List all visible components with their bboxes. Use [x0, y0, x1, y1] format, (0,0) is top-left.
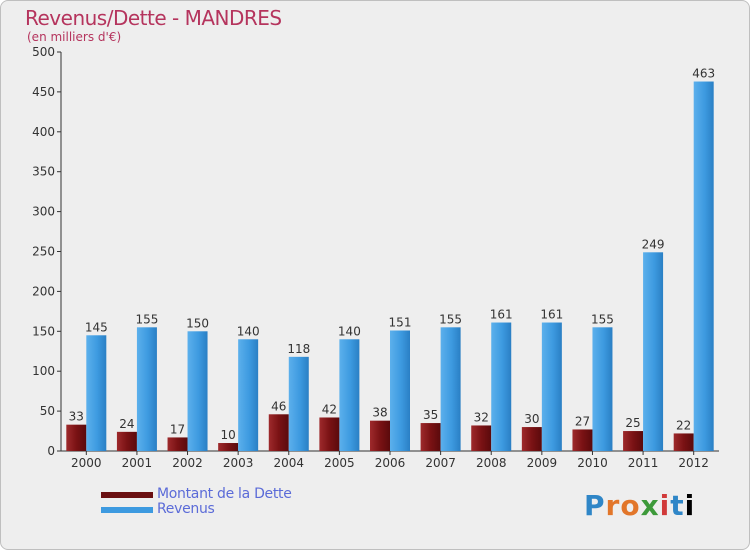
- bar-revenue: [136, 327, 157, 451]
- data-label-revenue: 161: [540, 308, 563, 322]
- bar-debt: [471, 425, 492, 451]
- data-label-revenue: 140: [338, 324, 361, 338]
- bar-revenue: [390, 330, 410, 451]
- bar-revenue: [491, 322, 512, 451]
- bar-revenue: [592, 327, 613, 451]
- data-label-debt: 24: [119, 417, 134, 431]
- data-label-revenue: 463: [692, 67, 715, 81]
- x-tick-label: 2006: [375, 456, 406, 470]
- x-tick-label: 2001: [122, 456, 153, 470]
- legend-swatch-debt: [101, 492, 153, 498]
- data-label-debt: 33: [69, 410, 84, 424]
- data-label-debt: 27: [575, 414, 590, 428]
- legend-label-revenue: Revenus: [157, 501, 215, 517]
- x-tick-label: 2012: [678, 456, 709, 470]
- y-tick-label: 0: [47, 444, 55, 458]
- data-label-revenue: 150: [186, 316, 209, 330]
- data-labels: 33 145 24 155 17 150 10 140 46 118 42 140 38 151 35 155…: [69, 67, 715, 442]
- data-label-revenue: 140: [237, 324, 260, 338]
- data-label-revenue: 118: [287, 342, 310, 356]
- bar-revenue: [187, 331, 208, 451]
- data-label-debt: 46: [271, 399, 286, 413]
- bar-debt: [218, 443, 239, 451]
- x-tick-label: 2000: [71, 456, 102, 470]
- bar-debt: [167, 437, 188, 451]
- bars: [66, 81, 714, 451]
- x-tick-label: 2007: [425, 456, 456, 470]
- x-tick-label: 2002: [172, 456, 203, 470]
- bar-debt: [66, 424, 87, 451]
- bar-debt: [370, 420, 390, 451]
- bar-revenue: [643, 252, 664, 451]
- y-tick-label: 300: [32, 205, 55, 219]
- data-label-revenue: 161: [490, 308, 513, 322]
- x-tick-label: 2011: [628, 456, 659, 470]
- data-label-debt: 42: [322, 402, 337, 416]
- chart-title: Revenus/Dette - MANDRES: [25, 6, 282, 30]
- data-label-debt: 22: [676, 418, 691, 432]
- bar-debt: [623, 431, 644, 451]
- bar-debt: [572, 429, 593, 451]
- y-tick-label: 100: [32, 364, 55, 378]
- x-tick-label: 2005: [324, 456, 355, 470]
- y-tick-label: 150: [32, 324, 55, 338]
- y-tick-label: 250: [32, 245, 55, 259]
- data-label-debt: 10: [221, 428, 236, 442]
- x-tick-label: 2009: [527, 456, 558, 470]
- x-tick-label: 2010: [577, 456, 608, 470]
- bar-revenue: [541, 322, 562, 451]
- y-tick-label: 450: [32, 85, 55, 99]
- data-label-debt: 38: [372, 406, 387, 420]
- y-tick-label: 200: [32, 284, 55, 298]
- data-label-revenue: 155: [591, 312, 614, 326]
- bar-debt: [268, 414, 289, 451]
- y-tick-label: 50: [40, 404, 55, 418]
- data-label-revenue: 249: [642, 237, 665, 251]
- x-tick-label: 2003: [223, 456, 254, 470]
- data-label-debt: 35: [423, 408, 438, 422]
- data-label-revenue: 145: [85, 320, 108, 334]
- bar-revenue: [693, 81, 714, 451]
- x-tick-label: 2008: [476, 456, 507, 470]
- bar-revenue: [339, 339, 360, 451]
- bar-revenue: [288, 356, 309, 451]
- bar-revenue: [238, 339, 259, 451]
- data-label-debt: 25: [625, 416, 640, 430]
- legend-swatch-revenue: [101, 507, 153, 513]
- data-label-revenue: 155: [135, 312, 158, 326]
- axes: 0 50 100 150 200 250 300 350 400 450 500 2000 2001 20…: [32, 45, 719, 470]
- data-label-revenue: 155: [439, 312, 462, 326]
- bar-debt: [521, 427, 542, 451]
- data-label-revenue: 151: [389, 316, 412, 330]
- y-tick-label: 350: [32, 165, 55, 179]
- chart-subtitle: (en milliers d'€): [27, 30, 122, 44]
- data-label-debt: 30: [524, 412, 539, 426]
- data-label-debt: 17: [170, 422, 185, 436]
- y-tick-label: 400: [32, 125, 55, 139]
- data-label-debt: 32: [474, 410, 489, 424]
- bar-revenue: [86, 335, 107, 451]
- bar-debt: [673, 433, 694, 451]
- x-tick-label: 2004: [273, 456, 304, 470]
- proxiti-logo: Proxiti: [584, 489, 696, 522]
- bar-debt: [420, 423, 441, 451]
- legend-label-debt: Montant de la Dette: [157, 486, 292, 502]
- bar-debt: [319, 417, 340, 451]
- bar-debt: [116, 431, 137, 451]
- y-tick-label: 500: [32, 45, 55, 59]
- bar-revenue: [440, 327, 461, 451]
